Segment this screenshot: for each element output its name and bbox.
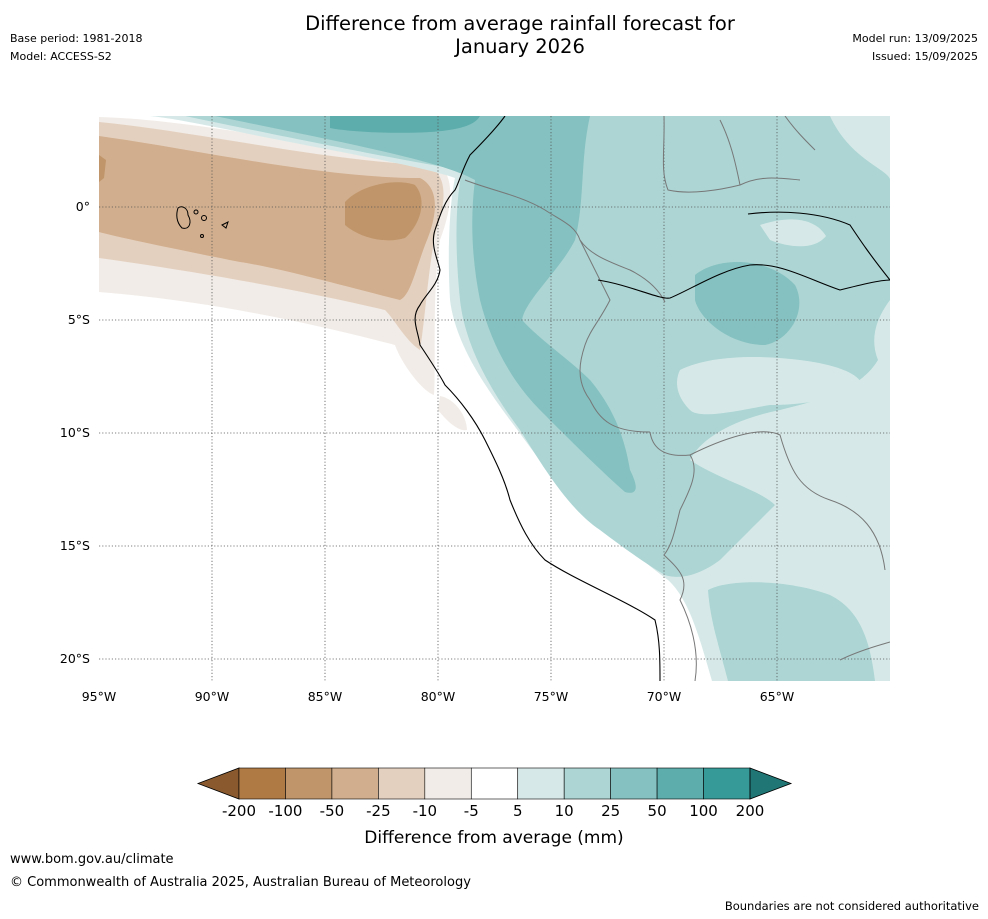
colorbar-segment <box>703 767 751 800</box>
colorbar-segment <box>563 767 611 800</box>
lat-labels: 0° 5°S 10°S 15°S 20°S <box>60 199 90 666</box>
issued-text: Issued: 15/09/2025 <box>871 50 978 63</box>
colorbar-tick-label: 50 <box>648 802 667 820</box>
wet-shade-light-blob-east <box>677 357 862 415</box>
colorbar-tick-label: -10 <box>413 802 438 820</box>
wet-shade-25-50-east <box>695 262 800 345</box>
colorbar-extend-low <box>196 767 240 800</box>
footer-url: www.bom.gov.au/climate <box>10 852 174 867</box>
colorbar-segment <box>470 767 519 800</box>
wet-shade-50-100 <box>330 116 480 133</box>
wet-shade-25-50 <box>215 116 636 493</box>
lon-label-95w: 95°W <box>82 689 117 704</box>
colorbar-tick-label: -5 <box>464 802 479 820</box>
colorbar-title: Difference from average (mm) <box>364 828 623 848</box>
colorbar-segment <box>238 767 286 800</box>
colorbar-segment <box>610 767 658 800</box>
wet-shade-south-patch <box>708 582 875 681</box>
colorbar-tick-label: 25 <box>601 802 620 820</box>
galapagos-islands <box>176 206 229 238</box>
lat-label-20s: 20°S <box>60 651 90 666</box>
colorbar-segment <box>331 767 379 800</box>
colorbar-tick-label: -25 <box>366 802 391 820</box>
page-title: Difference from average rainfall forecas… <box>200 12 840 58</box>
dry-shade-edge <box>99 155 106 182</box>
colorbar-segment <box>517 767 565 800</box>
colorbar-tick-label: 100 <box>689 802 718 820</box>
coastline <box>414 116 890 681</box>
lon-label-75w: 75°W <box>534 689 569 704</box>
footer-copyright: © Commonwealth of Australia 2025, Austra… <box>10 875 471 890</box>
colorbar-tick-label: -200 <box>222 802 256 820</box>
grid-lines <box>99 116 890 681</box>
meta-left: Base period: 1981-2018 Model: ACCESS-S2 <box>10 30 142 66</box>
colorbar-tick-label: 10 <box>555 802 574 820</box>
lon-label-80w: 80°W <box>421 689 456 704</box>
dry-shade-small-patch <box>438 396 467 431</box>
title-line-2: January 2026 <box>455 35 585 58</box>
dry-shade-25-50 <box>99 136 435 300</box>
colorbar-tick-label: -50 <box>320 802 345 820</box>
model-run-text: Model run: 13/09/2025 <box>852 32 978 45</box>
dry-shade-50-100 <box>345 182 422 241</box>
wet-shade-light-blob-north <box>760 219 826 247</box>
title-line-1: Difference from average rainfall forecas… <box>305 12 735 35</box>
lat-label-10s: 10°S <box>60 425 90 440</box>
model-text: Model: ACCESS-S2 <box>10 50 112 63</box>
colorbar-segment <box>285 767 333 800</box>
colorbar: -200 -100 -50 -25 -10 -5 5 10 25 50 100 200 <box>196 767 793 820</box>
lon-labels: 95°W 90°W 85°W 80°W 75°W 70°W 65°W <box>82 689 795 704</box>
meta-right: Model run: 13/09/2025 Issued: 15/09/2025 <box>852 30 978 66</box>
footer-note: Boundaries are not considered authoritat… <box>724 899 979 913</box>
colorbar-segment <box>656 767 704 800</box>
lat-label-15s: 15°S <box>60 538 90 553</box>
rainfall-map <box>99 116 890 681</box>
colorbar-segment <box>378 767 426 800</box>
lon-label-90w: 90°W <box>195 689 230 704</box>
colorbar-extend-high <box>749 767 793 800</box>
lat-label-5s: 5°S <box>68 312 90 327</box>
lon-label-65w: 65°W <box>760 689 795 704</box>
lon-label-85w: 85°W <box>308 689 343 704</box>
colorbar-tick-label: 5 <box>513 802 523 820</box>
colorbar-tick-label: -100 <box>268 802 302 820</box>
lon-label-70w: 70°W <box>647 689 682 704</box>
base-period-text: Base period: 1981-2018 <box>10 32 143 45</box>
colorbar-segment <box>424 767 472 800</box>
lat-label-0: 0° <box>76 199 90 214</box>
colorbar-tick-label: 200 <box>736 802 765 820</box>
